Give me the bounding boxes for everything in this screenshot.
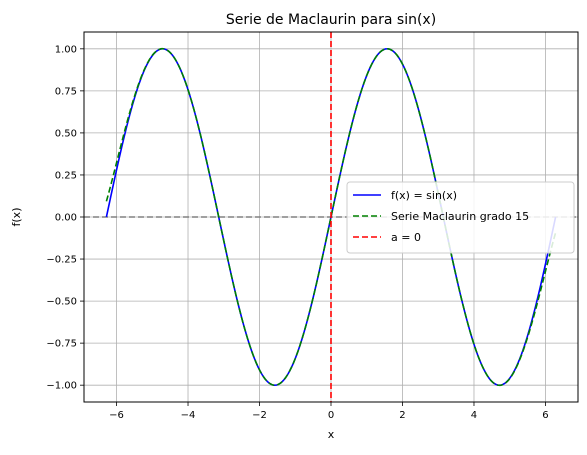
plot-content [84,32,578,402]
y-tick-label: −1.00 [46,381,77,392]
y-tick-label: 0.00 [55,213,77,224]
y-tick-label: 0.50 [55,128,77,139]
y-axis-label: f(x) [10,208,23,227]
legend-label: f(x) = sin(x) [391,189,457,202]
y-tick-label: −0.50 [46,297,77,308]
x-tick-label: −6 [109,410,124,421]
y-tick-label: −0.75 [46,339,77,350]
x-tick-label: −4 [181,410,196,421]
y-tick-label: 0.75 [55,86,77,97]
legend-label: a = 0 [391,231,421,244]
y-tick-label: 1.00 [55,44,77,55]
x-axis-label: x [328,428,335,441]
x-tick-label: −2 [252,410,267,421]
x-tick-label: 2 [399,410,405,421]
x-tick-label: 6 [542,410,548,421]
legend: f(x) = sin(x) Serie Maclaurin grado 15 a =… [346,181,575,254]
chart-title: Serie de Maclaurin para sin(x) [226,12,436,28]
y-tick-label: −0.25 [46,255,77,266]
y-tick-label: 0.25 [55,170,77,181]
legend-box [346,181,575,254]
x-tick-label: 4 [471,410,477,421]
ticks: −6 −4 −2 0 2 4 6 −1.00 −0.75 −0.50 −0.25 0.00 0.25 0.… [46,44,548,421]
x-tick-label: 0 [328,410,334,421]
legend-label: Serie Maclaurin grado 15 [391,210,529,223]
